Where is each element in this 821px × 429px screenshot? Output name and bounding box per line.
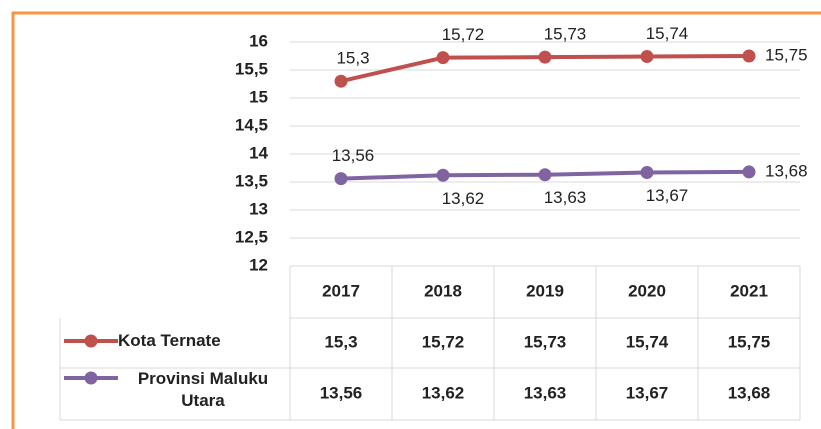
y-tick-label: 12	[249, 255, 268, 274]
data-label: 13,68	[765, 161, 808, 180]
data-label: 15,75	[765, 45, 808, 64]
data-label: 15,74	[646, 24, 689, 43]
legend-label-box: Kota Ternate	[118, 331, 221, 350]
y-tick-label: 16	[249, 31, 268, 50]
x-tick-label: 2018	[424, 281, 462, 300]
legend-marker	[84, 334, 98, 348]
x-tick-label: 2019	[526, 281, 564, 300]
table-cell: 13,67	[626, 383, 669, 402]
table-cell: 13,62	[422, 383, 465, 402]
x-tick-label: 2021	[730, 281, 768, 300]
point	[742, 49, 756, 63]
table-cell: 15,75	[728, 332, 771, 351]
legend-label-box: Provinsi Maluku Utara	[137, 369, 269, 410]
point	[640, 165, 654, 179]
table-cell: 15,73	[524, 332, 567, 351]
data-label: 15,3	[336, 49, 369, 68]
table-cell: 13,56	[320, 383, 363, 402]
table-cell: 15,3	[324, 332, 357, 351]
point	[538, 50, 552, 64]
data-label: 13,67	[646, 186, 689, 205]
table-cell: 13,63	[524, 383, 567, 402]
data-label: 13,56	[332, 146, 375, 165]
point	[334, 172, 348, 186]
legend-label: Provinsi Maluku Utara	[137, 369, 269, 410]
y-tick-label: 13,5	[235, 171, 268, 190]
point	[436, 168, 450, 182]
x-tick-label: 2017	[322, 281, 360, 300]
point	[334, 74, 348, 88]
y-tick-label: 12,5	[235, 227, 268, 246]
y-tick-label: 15,5	[235, 59, 268, 78]
point	[640, 50, 654, 64]
y-tick-label: 14	[249, 143, 268, 162]
data-label: 13,63	[544, 188, 587, 207]
x-tick-label: 2020	[628, 281, 666, 300]
legend-marker	[84, 371, 98, 385]
table-cell: 13,68	[728, 383, 771, 402]
data-label: 13,62	[442, 189, 485, 208]
point	[742, 165, 756, 179]
point	[538, 168, 552, 182]
table-cell: 15,74	[626, 332, 669, 351]
y-tick-label: 15	[249, 87, 268, 106]
y-tick-label: 14,5	[235, 115, 268, 134]
legend-label: Kota Ternate	[118, 331, 221, 350]
table-cell: 15,72	[422, 332, 465, 351]
y-tick-label: 13	[249, 199, 268, 218]
point	[436, 51, 450, 65]
data-label: 15,72	[442, 25, 485, 44]
data-label: 15,73	[544, 25, 587, 44]
